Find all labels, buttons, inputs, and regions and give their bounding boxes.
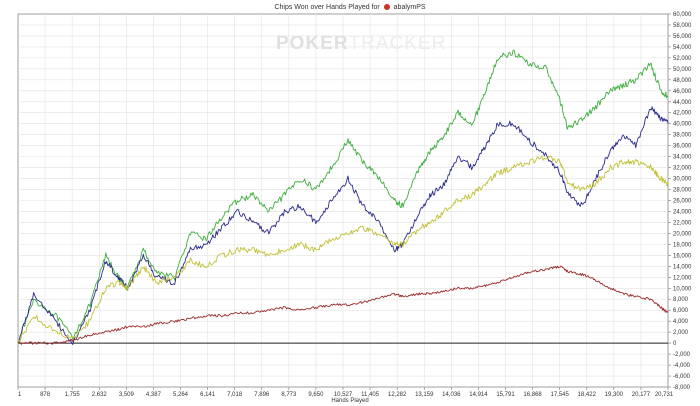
pokertracker-watermark: POKERTRACKER xyxy=(276,33,446,55)
y-tick-label: 16,000 xyxy=(673,253,692,259)
x-tick-label: 1,755 xyxy=(65,392,81,398)
y-tick-label: 54,000 xyxy=(673,45,692,51)
x-tick-label: 7,018 xyxy=(227,392,243,398)
y-tick-label: 48,000 xyxy=(673,78,692,84)
y-tick-label: 28,000 xyxy=(673,188,692,194)
y-tick-label: -4,000 xyxy=(673,363,691,369)
y-tick-label: 24,000 xyxy=(673,209,692,215)
chart-title-player: abalymPS xyxy=(393,4,426,11)
y-tick-label: 10,000 xyxy=(673,286,692,292)
y-tick-label: 60,000 xyxy=(673,12,692,18)
x-tick-label: 18,422 xyxy=(578,392,597,398)
y-tick-label: -8,000 xyxy=(673,385,691,391)
y-tick-label: 46,000 xyxy=(673,89,692,95)
y-tick-label: 18,000 xyxy=(673,242,692,248)
x-tick-label: 9,650 xyxy=(308,392,324,398)
x-tick-label: 1 xyxy=(18,392,22,398)
x-tick-label: 3,509 xyxy=(119,392,135,398)
x-tick-label: 16,868 xyxy=(523,392,542,398)
x-tick-label: 2,632 xyxy=(92,392,108,398)
x-tick-label: 20,731 xyxy=(655,392,674,398)
x-tick-label: 4,387 xyxy=(146,392,162,398)
y-tick-label: 0 xyxy=(673,341,677,347)
series-line-4 xyxy=(17,265,669,345)
x-tick-label: 5,264 xyxy=(173,392,189,398)
series-line-3 xyxy=(17,155,669,344)
x-tick-label: 13,159 xyxy=(415,392,434,398)
x-tick-label: 20,177 xyxy=(632,392,651,398)
y-tick-label: 30,000 xyxy=(673,177,692,183)
chart-title-prefix: Chips Won over Hands Played for xyxy=(274,4,380,11)
y-tick-label: 58,000 xyxy=(673,23,692,29)
x-tick-label: 7,896 xyxy=(254,392,270,398)
x-tick-label: 11,405 xyxy=(361,392,380,398)
y-tick-label: 6,000 xyxy=(673,308,689,314)
watermark-light: TRACKER xyxy=(348,33,447,54)
y-tick-label: -6,000 xyxy=(673,374,691,380)
y-tick-label: 56,000 xyxy=(673,34,692,40)
y-tick-label: 52,000 xyxy=(673,56,692,62)
y-tick-label: 4,000 xyxy=(673,319,689,325)
watermark-bold: POKER xyxy=(276,33,349,54)
x-tick-label: 12,282 xyxy=(388,392,407,398)
x-tick-label: 6,141 xyxy=(200,392,216,398)
y-tick-label: 44,000 xyxy=(673,100,692,106)
series-line-1 xyxy=(17,49,669,344)
x-axis-label: Hands Played xyxy=(331,398,369,404)
y-tick-label: 20,000 xyxy=(673,231,692,237)
y-tick-label: -2,000 xyxy=(673,352,691,358)
x-tick-label: 878 xyxy=(40,392,51,398)
y-axis-ticks: 60,000 58,000 56,000 54,000 52,000 50,000 48,0… xyxy=(668,12,692,391)
y-tick-label: 22,000 xyxy=(673,220,692,226)
x-tick-label: 17,545 xyxy=(550,392,569,398)
y-tick-label: 32,000 xyxy=(673,166,692,172)
y-tick-label: 50,000 xyxy=(673,67,692,73)
series-lines xyxy=(17,49,669,345)
y-tick-label: 34,000 xyxy=(673,155,692,161)
y-tick-label: 12,000 xyxy=(673,275,692,281)
x-tick-label: 15,791 xyxy=(496,392,515,398)
y-tick-label: 26,000 xyxy=(673,199,692,205)
poker-suit-icon xyxy=(383,4,390,10)
y-tick-label: 40,000 xyxy=(673,122,692,128)
series-line-2 xyxy=(17,106,669,345)
y-tick-label: 42,000 xyxy=(673,111,692,117)
x-axis-ticks: 1 878 1,755 2,632 3,509 4,387 5,264 6,141 7,018 7… xyxy=(17,387,674,398)
y-tick-label: 2,000 xyxy=(673,330,689,336)
y-tick-label: 8,000 xyxy=(673,297,689,303)
y-tick-label: 36,000 xyxy=(673,144,692,150)
chart-title: Chips Won over Hands Played for abalymPS xyxy=(0,4,700,11)
x-tick-label: 14,914 xyxy=(469,392,488,398)
x-tick-label: 8,773 xyxy=(281,392,297,398)
y-tick-label: 38,000 xyxy=(673,133,692,139)
x-tick-label: 10,527 xyxy=(334,392,353,398)
y-tick-label: 14,000 xyxy=(673,264,692,270)
x-tick-label: 19,300 xyxy=(605,392,624,398)
x-tick-label: 14,036 xyxy=(442,392,461,398)
